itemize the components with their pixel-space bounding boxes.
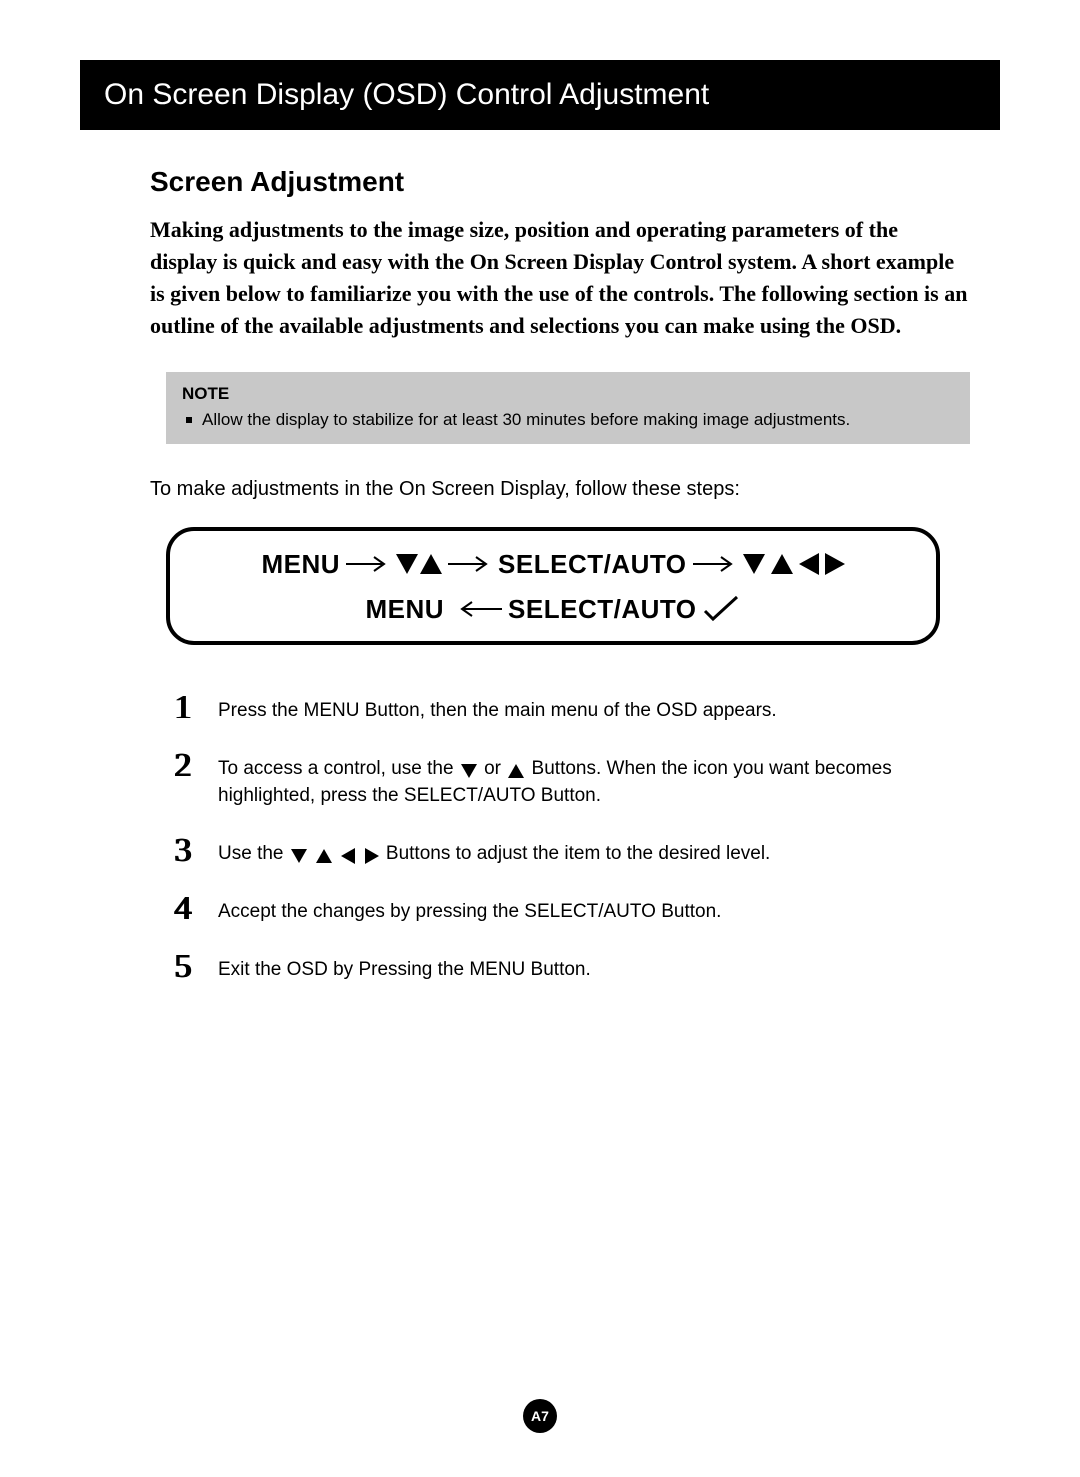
step-text: Accept the changes by pressing the SELEC… (218, 892, 721, 926)
triangle-right-icon (365, 848, 379, 864)
down-up-icons (396, 554, 442, 574)
step-4: 4 Accept the changes by pressing the SEL… (166, 892, 940, 926)
triangle-down-icon (396, 554, 418, 574)
step-text-fragment: Use the (218, 843, 289, 864)
bullet-icon (186, 417, 192, 423)
note-text: Allow the display to stabilize for at le… (202, 410, 850, 430)
intro-paragraph: Making adjustments to the image size, po… (150, 214, 970, 342)
document-page: On Screen Display (OSD) Control Adjustme… (0, 0, 1080, 1048)
lead-in-text: To make adjustments in the On Screen Dis… (150, 478, 970, 501)
step-text-fragment: or (484, 758, 506, 779)
triangle-up-icon (316, 849, 332, 863)
triangle-left-icon (341, 848, 355, 864)
four-direction-icons (743, 553, 845, 575)
arrow-right-icon (344, 554, 392, 574)
flow-diagram: MENU SELECT/AUTO MENU SELECT/AUTO (166, 527, 940, 645)
flow-select-1: SELECT/AUTO (498, 549, 686, 580)
step-number: 3 (166, 834, 200, 868)
step-text-fragment: Exit the OSD by Pressing the MENU Button… (218, 959, 591, 980)
arrow-right-icon (691, 554, 739, 574)
section-heading: Screen Adjustment (150, 166, 1000, 198)
flow-row-1: MENU SELECT/AUTO (190, 549, 916, 580)
step-2: 2 To access a control, use the or Button… (166, 749, 940, 810)
triangle-left-icon (799, 553, 819, 575)
title-bar-text: On Screen Display (OSD) Control Adjustme… (104, 78, 976, 112)
step-text-fragment: Accept the changes by pressing the SELEC… (218, 901, 721, 922)
title-bar: On Screen Display (OSD) Control Adjustme… (80, 60, 1000, 130)
triangle-up-icon (771, 554, 793, 574)
flow-menu-1: MENU (261, 549, 340, 580)
step-text-fragment: Press the MENU Button, then the main men… (218, 700, 777, 721)
step-number: 2 (166, 749, 200, 783)
note-label: NOTE (182, 384, 954, 404)
flow-row-2: MENU SELECT/AUTO (190, 594, 916, 625)
step-3: 3 Use the Buttons to adjust the item to … (166, 834, 940, 868)
step-text: Use the Buttons to adjust the item to th… (218, 834, 770, 868)
step-5: 5 Exit the OSD by Pressing the MENU Butt… (166, 950, 940, 984)
triangle-down-icon (743, 554, 765, 574)
note-bullet: Allow the display to stabilize for at le… (182, 410, 954, 430)
note-box: NOTE Allow the display to stabilize for … (166, 372, 970, 444)
arrow-left-icon (448, 599, 504, 619)
step-text: To access a control, use the or Buttons.… (218, 749, 940, 810)
step-text: Press the MENU Button, then the main men… (218, 691, 777, 725)
steps-list: 1 Press the MENU Button, then the main m… (166, 691, 940, 984)
check-icon (701, 595, 741, 623)
step-number: 4 (166, 892, 200, 926)
step-number: 5 (166, 950, 200, 984)
triangle-down-icon (291, 849, 307, 863)
triangle-up-icon (508, 764, 524, 778)
arrow-right-icon (446, 554, 494, 574)
triangle-up-icon (420, 554, 442, 574)
flow-select-2: SELECT/AUTO (508, 594, 696, 625)
step-text: Exit the OSD by Pressing the MENU Button… (218, 950, 591, 984)
page-number: A7 (523, 1399, 557, 1433)
step-number: 1 (166, 691, 200, 725)
step-text-fragment: To access a control, use the (218, 758, 459, 779)
triangle-right-icon (825, 553, 845, 575)
step-text-fragment: Buttons to adjust the item to the desire… (386, 843, 770, 864)
step-1: 1 Press the MENU Button, then the main m… (166, 691, 940, 725)
triangle-down-icon (461, 764, 477, 778)
flow-menu-2: MENU (365, 594, 444, 625)
